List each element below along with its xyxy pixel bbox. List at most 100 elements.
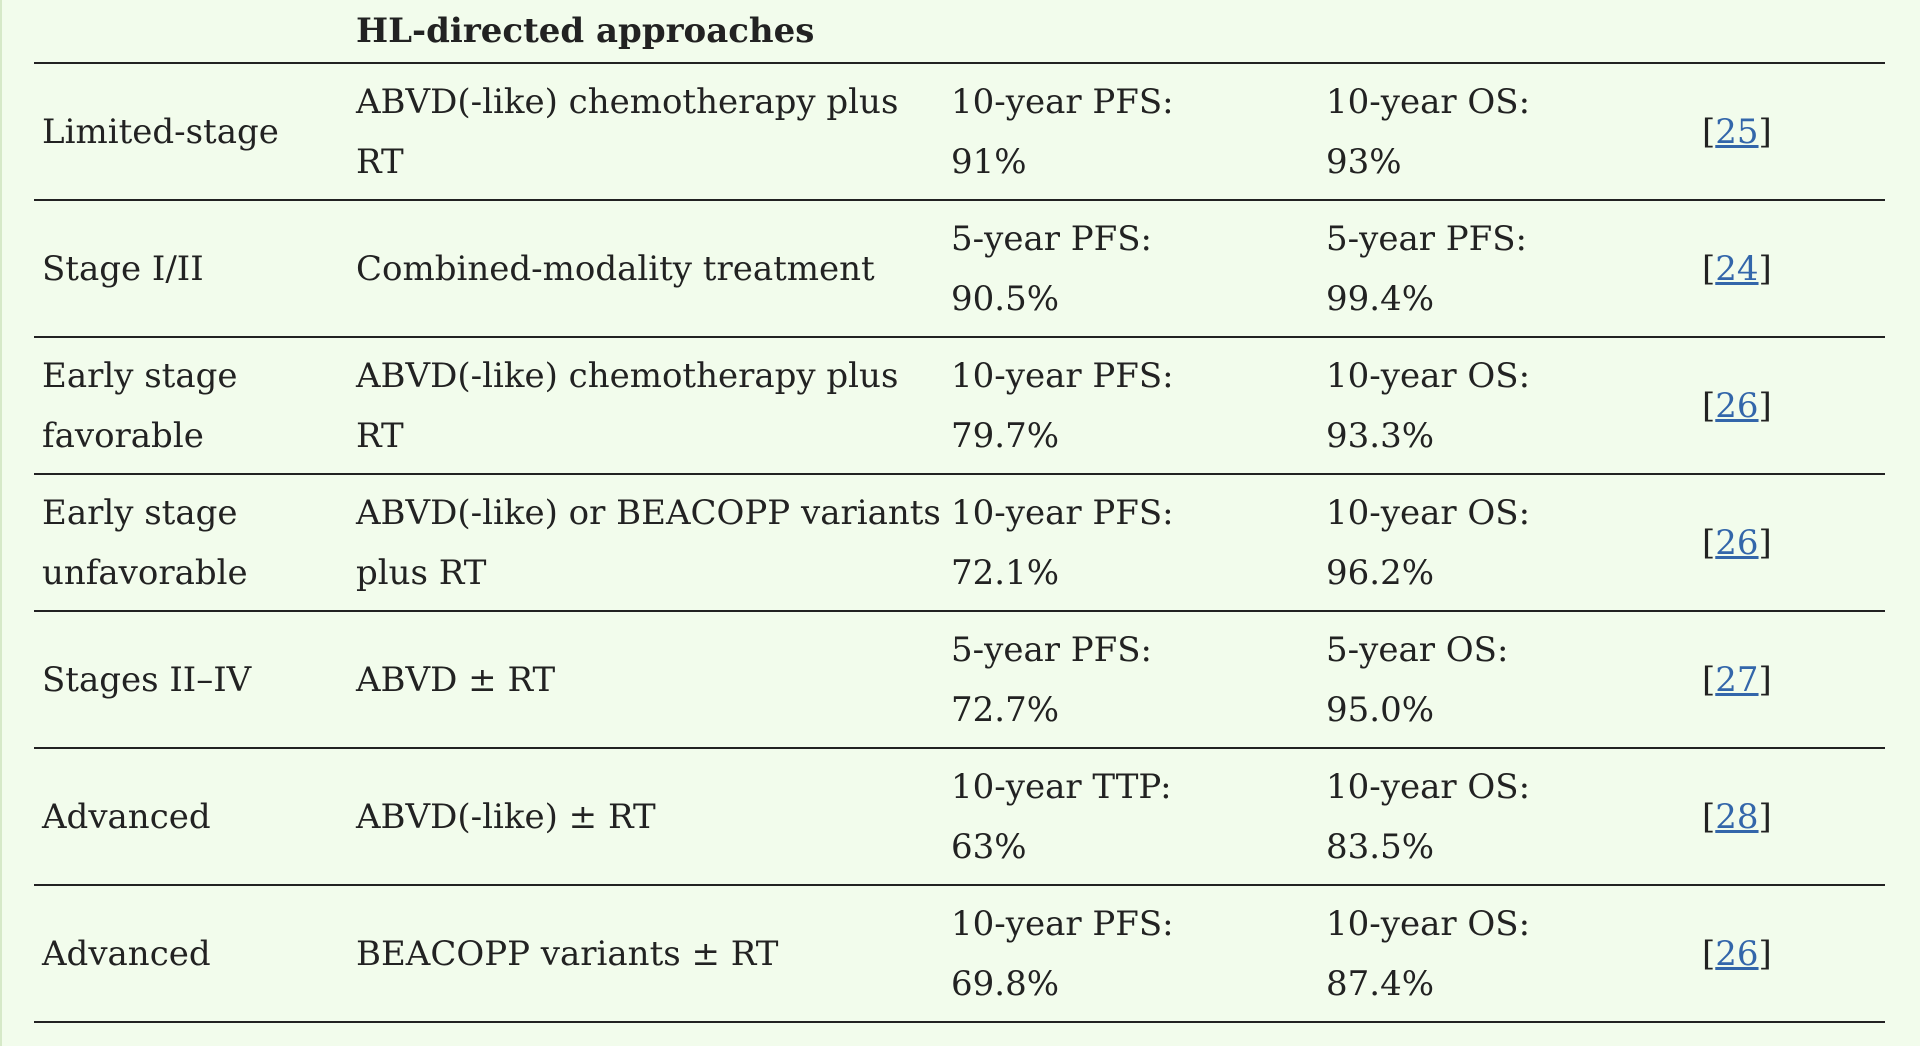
header-cell-metric1 bbox=[943, 0, 1318, 64]
approach-text: BEACOPP variants ± RT bbox=[356, 933, 779, 974]
stage-text: Advanced bbox=[42, 933, 211, 974]
table-row: Limited-stage ABVD(-like) chemotherapy p… bbox=[34, 63, 1885, 200]
metric2-value: 93.3% bbox=[1326, 415, 1435, 456]
reference-link[interactable]: 27 bbox=[1715, 659, 1759, 700]
cell-ref: [24] bbox=[1702, 248, 1772, 289]
reference-link[interactable]: 24 bbox=[1715, 248, 1759, 289]
cell-stage: Early stage favorable bbox=[34, 337, 348, 474]
metric1-label: 5-year PFS: bbox=[951, 629, 1152, 670]
metric1-label: 10-year PFS: bbox=[951, 492, 1174, 533]
cell-approach: Combined-modality treatment bbox=[348, 200, 943, 337]
reference-link[interactable]: 25 bbox=[1715, 111, 1759, 152]
cell-stage: Advanced bbox=[34, 748, 348, 885]
metric2-label: 10-year OS: bbox=[1326, 81, 1531, 122]
metric1-label: 5-year PFS: bbox=[951, 218, 1152, 259]
metric1-label: 10-year PFS: bbox=[951, 903, 1174, 944]
cell-metric2: 10-year OS: 83.5% bbox=[1318, 748, 1694, 885]
cell-approach: ABVD ± RT bbox=[348, 611, 943, 748]
metric1-value: 69.8% bbox=[951, 963, 1060, 1004]
metric2-label: 10-year OS: bbox=[1326, 492, 1531, 533]
metric2-label: 5-year PFS: bbox=[1326, 218, 1527, 259]
stage-text: Early stage unfavorable bbox=[42, 492, 248, 593]
cell-stage: Stage I/II bbox=[34, 200, 348, 337]
metric2-label: 5-year OS: bbox=[1326, 629, 1509, 670]
approach-text: ABVD(-like) chemotherapy plus RT bbox=[356, 355, 899, 456]
cell-metric1: 10-year PFS: 91% bbox=[943, 63, 1318, 200]
table-row: Advanced BEACOPP variants ± RT 10-year P… bbox=[34, 885, 1885, 1022]
header-cell-approach: HL-directed approaches bbox=[348, 0, 943, 64]
metric2-label: 10-year OS: bbox=[1326, 903, 1531, 944]
page-left-edge bbox=[0, 0, 2, 1046]
cell-ref: [26] bbox=[1702, 933, 1772, 974]
metric1-value: 72.7% bbox=[951, 689, 1060, 730]
results-table-container: HL-directed approaches Limited-stage ABV… bbox=[34, 0, 1885, 1023]
cell-ref: [27] bbox=[1702, 659, 1772, 700]
stage-text: Early stage favorable bbox=[42, 355, 238, 456]
metric2-value: 93% bbox=[1326, 141, 1402, 182]
approach-text: ABVD(-like) ± RT bbox=[356, 796, 656, 837]
metric1-value: 72.1% bbox=[951, 552, 1060, 593]
table-row: Stages II–IV ABVD ± RT 5-year PFS: 72.7%… bbox=[34, 611, 1885, 748]
cell-metric1: 5-year PFS: 90.5% bbox=[943, 200, 1318, 337]
metric1-label: 10-year PFS: bbox=[951, 81, 1174, 122]
metric2-value: 96.2% bbox=[1326, 552, 1435, 593]
cell-metric2: 10-year OS: 96.2% bbox=[1318, 474, 1694, 611]
table-row: Stage I/II Combined-modality treatment 5… bbox=[34, 200, 1885, 337]
reference-link[interactable]: 26 bbox=[1715, 522, 1759, 563]
metric1-value: 90.5% bbox=[951, 278, 1060, 319]
cell-stage: Advanced bbox=[34, 885, 348, 1022]
header-cell-ref bbox=[1694, 0, 1885, 64]
cell-metric1: 5-year PFS: 72.7% bbox=[943, 611, 1318, 748]
cell-metric2: 5-year PFS: 99.4% bbox=[1318, 200, 1694, 337]
table-row: Early stage favorable ABVD(-like) chemot… bbox=[34, 337, 1885, 474]
metric1-value: 79.7% bbox=[951, 415, 1060, 456]
cell-ref: [28] bbox=[1702, 796, 1772, 837]
cell-stage: Early stage unfavorable bbox=[34, 474, 348, 611]
table-header: HL-directed approaches bbox=[34, 0, 1885, 64]
table-header-row: HL-directed approaches bbox=[34, 0, 1885, 64]
cell-approach: ABVD(-like) chemotherapy plus RT bbox=[348, 337, 943, 474]
cell-metric2: 10-year OS: 87.4% bbox=[1318, 885, 1694, 1022]
cell-metric1: 10-year TTP: 63% bbox=[943, 748, 1318, 885]
metric2-value: 99.4% bbox=[1326, 278, 1435, 319]
metric1-label: 10-year TTP: bbox=[951, 766, 1172, 807]
cell-metric1: 10-year PFS: 69.8% bbox=[943, 885, 1318, 1022]
cell-metric1: 10-year PFS: 72.1% bbox=[943, 474, 1318, 611]
cell-metric2: 10-year OS: 93.3% bbox=[1318, 337, 1694, 474]
metric2-value: 95.0% bbox=[1326, 689, 1435, 730]
reference-link[interactable]: 28 bbox=[1715, 796, 1759, 837]
stage-text: Stage I/II bbox=[42, 248, 204, 289]
metric1-value: 91% bbox=[951, 141, 1027, 182]
metric1-label: 10-year PFS: bbox=[951, 355, 1174, 396]
cell-ref: [26] bbox=[1702, 385, 1772, 426]
metric2-label: 10-year OS: bbox=[1326, 355, 1531, 396]
approach-text: ABVD(-like) chemotherapy plus RT bbox=[356, 81, 899, 182]
cell-stage: Stages II–IV bbox=[34, 611, 348, 748]
approach-text: Combined-modality treatment bbox=[356, 248, 875, 289]
approach-text: ABVD(-like) or BEACOPP variants plus RT bbox=[356, 492, 941, 593]
metric2-value: 83.5% bbox=[1326, 826, 1435, 867]
cell-approach: ABVD(-like) ± RT bbox=[348, 748, 943, 885]
cell-metric2: 10-year OS: 93% bbox=[1318, 63, 1694, 200]
approach-text: ABVD ± RT bbox=[356, 659, 556, 700]
table-row: Advanced ABVD(-like) ± RT 10-year TTP: 6… bbox=[34, 748, 1885, 885]
cell-ref: [25] bbox=[1702, 111, 1772, 152]
table-row: Early stage unfavorable ABVD(-like) or B… bbox=[34, 474, 1885, 611]
cell-approach: BEACOPP variants ± RT bbox=[348, 885, 943, 1022]
cell-approach: ABVD(-like) or BEACOPP variants plus RT bbox=[348, 474, 943, 611]
table-body: Limited-stage ABVD(-like) chemotherapy p… bbox=[34, 63, 1885, 1022]
metric2-value: 87.4% bbox=[1326, 963, 1435, 1004]
stage-text: Stages II–IV bbox=[42, 659, 252, 700]
cell-stage: Limited-stage bbox=[34, 63, 348, 200]
reference-link[interactable]: 26 bbox=[1715, 933, 1759, 974]
cell-metric2: 5-year OS: 95.0% bbox=[1318, 611, 1694, 748]
stage-text: Limited-stage bbox=[42, 111, 279, 152]
results-table: HL-directed approaches Limited-stage ABV… bbox=[34, 0, 1885, 1023]
cell-approach: ABVD(-like) chemotherapy plus RT bbox=[348, 63, 943, 200]
metric1-value: 63% bbox=[951, 826, 1027, 867]
metric2-label: 10-year OS: bbox=[1326, 766, 1531, 807]
header-cell-stage bbox=[34, 0, 348, 64]
header-cell-metric2 bbox=[1318, 0, 1694, 64]
reference-link[interactable]: 26 bbox=[1715, 385, 1759, 426]
cell-metric1: 10-year PFS: 79.7% bbox=[943, 337, 1318, 474]
